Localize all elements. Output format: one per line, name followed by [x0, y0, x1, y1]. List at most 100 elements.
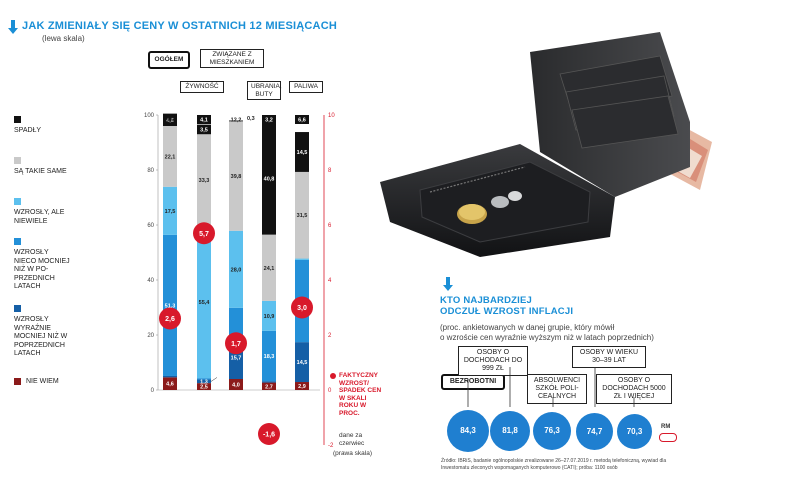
right-axis-tick: 2 [328, 333, 332, 339]
actual-change-note: dane za czerwiec [339, 432, 365, 447]
legend-swatch [14, 157, 21, 164]
data-label: 18,3 [264, 354, 275, 360]
data-label: 4,0 [232, 383, 240, 389]
legend-label: WZROSŁY NIECO MOCNIEJ NIŻ W PO-PRZEDNICH… [14, 249, 70, 290]
actual-change-label: -1,6 [263, 432, 275, 439]
bar-segment [197, 383, 211, 390]
bar-segment [163, 234, 177, 376]
right-title-line1: KTO NAJBARDZIEJ [440, 295, 533, 306]
top-label: 6,6 [298, 118, 306, 124]
data-label: 10,9 [264, 314, 275, 320]
data-label: 3,5 [200, 127, 208, 133]
bar-segment [197, 379, 211, 384]
legend: SPADŁY SĄ TAKIE SAME WZROSŁY, ALE NIEWIE… [14, 110, 134, 400]
group-bubble-bezrobotni: 84,3 [447, 410, 489, 452]
category-label-zywnosc: ŻYWNOŚĆ [180, 81, 224, 93]
bar-segment [295, 382, 309, 390]
bar-segment [197, 225, 211, 379]
bar-segment [197, 134, 211, 226]
bar-segment [295, 258, 309, 260]
legend-label: SPADŁY [14, 127, 42, 134]
legend-swatch [14, 116, 21, 123]
top-label: 4,5 [166, 118, 174, 124]
data-label: 24,1 [264, 266, 275, 272]
legend-label: SĄ TAKIE SAME [14, 168, 67, 175]
bar-segment [229, 120, 243, 122]
right-subtitle-line2: o wzroście cen wyraźnie wyższym niż w la… [440, 333, 654, 342]
category-label-ubrania: UBRANIA, BUTY [247, 81, 282, 100]
down-arrow-icon [443, 277, 453, 291]
right-axis-tick: 0 [328, 388, 332, 394]
bar-segment [163, 126, 177, 187]
right-axis-tick: -2 [328, 443, 334, 449]
group-label-income-low: OSOBY O DOCHODACH DO 999 ZŁ [458, 346, 528, 376]
data-label: 55,4 [199, 300, 211, 306]
top-label-bg [295, 115, 309, 124]
legend-label: NIE WIEM [26, 378, 59, 385]
bar-segment [163, 186, 177, 235]
group-label-absolwenci: ABSOLWENCI SZKÓŁ POLI-CEALNYCH [527, 374, 587, 404]
actual-change-label: 3,0 [297, 305, 307, 312]
bar-segment [262, 300, 276, 331]
wallet-illustration [380, 32, 712, 257]
actual-change-label: 2,6 [165, 316, 175, 323]
legend-swatch [14, 305, 21, 312]
data-label: 14,5 [297, 150, 308, 156]
group-value: 70,3 [626, 427, 643, 436]
red-dot-icon [330, 373, 336, 379]
legend-label: WZROSŁY, ALE NIEWIELE [14, 209, 65, 225]
data-label: 2,7 [265, 384, 273, 390]
bar-segment [262, 382, 276, 390]
left-axis-tick: 80 [147, 168, 154, 174]
group-bubble-income-high: 70,3 [617, 414, 652, 449]
data-label: 17,5 [165, 209, 176, 215]
bar-segment [229, 230, 243, 308]
group-value: 74,7 [586, 427, 603, 436]
actual-change-bubble [159, 307, 181, 330]
top-label-bg [197, 115, 211, 124]
left-axis-tick: 0 [151, 388, 155, 394]
rm-logo-text: RM [661, 424, 671, 430]
actual-change-bubble [225, 332, 247, 355]
right-subtitle-line1: (proc. ankietowanych w danej grupie, któ… [440, 323, 615, 332]
bar-segment [163, 377, 177, 390]
left-axis-tick: 100 [144, 113, 155, 119]
right-title-line2: ODCZUŁ WZROST INFLACJI [440, 306, 574, 317]
left-axis-tick: 60 [147, 223, 154, 229]
data-label: 39,8 [231, 174, 242, 180]
right-axis-tick: 8 [328, 168, 332, 174]
right-axis-tick: 6 [328, 223, 332, 229]
data-label: 28,0 [231, 267, 242, 273]
actual-change-bubble [258, 423, 280, 445]
legend-swatch [14, 378, 21, 385]
bar-segment [229, 121, 243, 231]
bar-segment [262, 234, 276, 301]
legend-swatch [14, 198, 21, 205]
right-axis-tick: 4 [328, 278, 332, 284]
bar-segment [262, 122, 276, 235]
data-label: 2,5 [200, 385, 208, 391]
data-label: 15,7 [231, 355, 242, 361]
bar-segment [163, 375, 177, 378]
top-label: 4,1 [200, 118, 208, 124]
bar-segment [163, 113, 177, 126]
data-label: 31,5 [297, 213, 308, 219]
pointer-line [210, 377, 218, 382]
bar-segment [295, 171, 309, 259]
right-axis-tick: 10 [328, 113, 335, 119]
bar-segment [295, 132, 309, 172]
stacked-bar-chart: 1008060402001086420-24,651,317,522,14,52… [144, 113, 335, 449]
data-label: 33,3 [199, 178, 210, 184]
data-label: 2,9 [298, 384, 306, 390]
left-axis-tick: 40 [147, 278, 154, 284]
bar-segment [262, 381, 276, 383]
top-label: 12,2 [231, 118, 242, 124]
top-label-bg [262, 115, 276, 124]
data-label: 14,5 [297, 360, 308, 366]
group-bubble-income-low: 81,8 [490, 411, 530, 451]
group-bubble-absolwenci: 76,3 [533, 412, 571, 450]
category-label-paliwa: PALIWA [289, 81, 323, 93]
bar-segment [262, 330, 276, 382]
connector-lines [467, 367, 635, 407]
down-arrow-icon [8, 20, 18, 34]
